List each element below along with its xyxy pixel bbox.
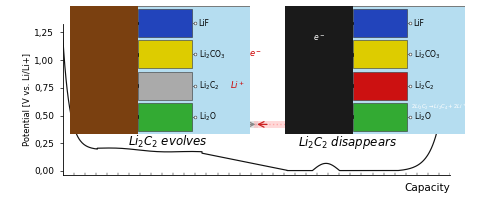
Bar — [138, 9, 192, 37]
Bar — [354, 9, 408, 37]
Text: $2Li_2C_2 \rightarrow Li_2C_4 + 2Li^+ + 2e^-$: $2Li_2C_2 \rightarrow Li_2C_4 + 2Li^+ + … — [411, 102, 485, 112]
Text: Li$_2$C$_2$: Li$_2$C$_2$ — [414, 79, 434, 92]
Text: $e^-$: $e^-$ — [249, 50, 262, 59]
Text: LiF: LiF — [414, 19, 424, 28]
Text: Li$_2$CO$_3$: Li$_2$CO$_3$ — [414, 48, 440, 61]
Bar — [354, 72, 408, 99]
Bar — [70, 6, 138, 134]
Text: Li$_2$C$_2$: Li$_2$C$_2$ — [198, 79, 219, 92]
Text: Li$_2$CO$_3$: Li$_2$CO$_3$ — [198, 48, 225, 61]
Text: $Li^+$: $Li^+$ — [230, 79, 245, 91]
Text: Li$_2$O: Li$_2$O — [198, 111, 216, 123]
Bar — [78, 121, 258, 128]
Bar — [285, 6, 354, 134]
Y-axis label: Potential [V vs. Li/Li+]: Potential [V vs. Li/Li+] — [22, 53, 32, 146]
Text: Capacity: Capacity — [404, 183, 450, 193]
Bar — [138, 40, 192, 68]
Text: $e^-$: $e^-$ — [313, 33, 326, 43]
Bar — [138, 103, 192, 131]
Bar — [354, 103, 408, 131]
Text: Li$_2$O: Li$_2$O — [414, 111, 432, 123]
Bar — [254, 121, 440, 128]
Text: LiF: LiF — [198, 19, 209, 28]
Bar — [138, 72, 192, 99]
Text: $\mathit{Li_2C_2}$ disappears: $\mathit{Li_2C_2}$ disappears — [298, 134, 397, 151]
Bar — [354, 40, 408, 68]
Text: $\mathit{Li_2C_2}$ evolves: $\mathit{Li_2C_2}$ evolves — [128, 134, 208, 150]
